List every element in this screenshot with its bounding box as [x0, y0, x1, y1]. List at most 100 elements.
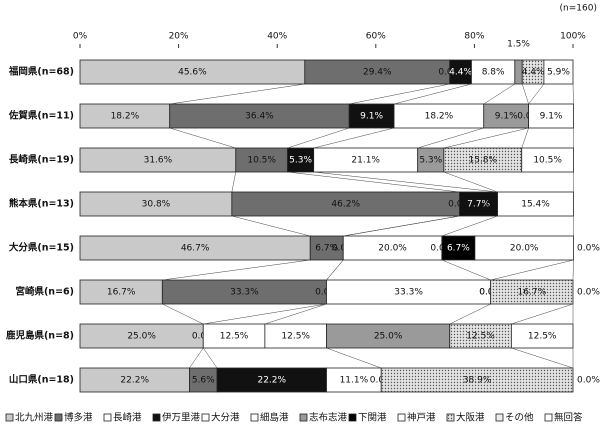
- row-label: 鹿児島県(n=8): [5, 330, 74, 342]
- connector: [287, 171, 460, 193]
- bar-segment: [497, 191, 574, 217]
- connector: [483, 83, 515, 105]
- row-label: 大分県(n=15): [9, 242, 74, 254]
- bar-segment: [417, 147, 445, 173]
- legend-label: 伊万里港: [162, 412, 201, 424]
- bar-segment: [443, 147, 523, 173]
- legend-label: 細島港: [260, 412, 289, 424]
- connector: [203, 347, 218, 369]
- value-label: 4.4%: [522, 68, 545, 78]
- legend-label: 無回答: [554, 412, 583, 424]
- value-label: 16.7%: [518, 288, 547, 298]
- x-tick-label: 20%: [169, 32, 189, 42]
- connector: [521, 83, 529, 105]
- value-label: 12.5%: [466, 332, 495, 342]
- legend-swatch: [348, 413, 357, 422]
- bar-segment: [326, 323, 451, 349]
- connector: [326, 259, 344, 281]
- bar-segment: [521, 147, 574, 173]
- legend-label: 志布志港: [309, 412, 348, 424]
- legend-swatch: [495, 413, 504, 422]
- value-label: 6.7%: [447, 244, 470, 254]
- connector: [343, 215, 460, 237]
- value-label: 8.8%: [482, 68, 505, 78]
- x-tick-label: 80%: [464, 32, 484, 42]
- value-label: 9.1%: [495, 112, 518, 122]
- legend-swatch: [446, 413, 455, 422]
- connector: [169, 127, 236, 149]
- legend-label: 大阪港: [456, 412, 485, 424]
- value-label: 25.0%: [374, 332, 403, 342]
- value-label: 11.1%: [340, 376, 369, 386]
- bar-segment: [449, 323, 512, 349]
- value-label: 20.0%: [378, 244, 407, 254]
- connector: [313, 171, 498, 193]
- connector: [349, 83, 450, 105]
- connector: [162, 303, 204, 325]
- connector: [443, 171, 498, 193]
- legend-swatch: [299, 413, 308, 422]
- legend-swatch: [152, 413, 161, 422]
- row-label: 福岡県(n=68): [8, 66, 74, 78]
- value-label: 12.5%: [281, 332, 310, 342]
- value-label: 5.9%: [547, 68, 570, 78]
- legend-swatch: [250, 413, 259, 422]
- connector: [490, 259, 574, 281]
- connector: [189, 347, 204, 369]
- x-tick-label: 40%: [267, 32, 287, 42]
- connector: [169, 83, 305, 105]
- value-label: 0.0%: [577, 244, 600, 254]
- bar-segment: [441, 235, 476, 261]
- bar-segment: [79, 367, 190, 393]
- value-label: 12.5%: [220, 332, 249, 342]
- row-label: 長崎県(n=19): [9, 154, 74, 166]
- bar-segment: [189, 367, 218, 393]
- bar-segment: [79, 147, 237, 173]
- connector: [443, 127, 529, 149]
- row-label: 熊本県(n=13): [9, 198, 74, 210]
- legend-swatch: [103, 413, 112, 422]
- bar-segment: [510, 323, 574, 349]
- value-label: 22.2%: [120, 376, 149, 386]
- value-label: 12.5%: [528, 332, 557, 342]
- x-tick-label: 60%: [366, 32, 386, 42]
- value-label: 5.6%: [192, 376, 215, 386]
- bar-segment: [393, 103, 485, 129]
- bar-segment: [326, 367, 382, 393]
- bar-segment: [474, 235, 574, 261]
- value-label: 6.7%: [315, 244, 338, 254]
- value-label: 21.1%: [351, 156, 380, 166]
- value-label: 15.8%: [468, 156, 497, 166]
- row-label: 山口県(n=18): [9, 374, 74, 386]
- bar-segment: [79, 323, 204, 349]
- bar-segment: [287, 147, 315, 173]
- legend-swatch: [397, 413, 406, 422]
- connector: [203, 303, 327, 325]
- value-label: 7.7%: [467, 200, 490, 210]
- legend-swatch: [5, 413, 14, 422]
- value-label: 38.9%: [463, 376, 492, 386]
- connector: [231, 215, 311, 237]
- value-label: 15.4%: [521, 200, 550, 210]
- bar-segment: [313, 147, 419, 173]
- value-label: 20.0%: [510, 244, 539, 254]
- value-label: 5.3%: [419, 156, 442, 166]
- row-label: 佐賀県(n=11): [8, 110, 74, 122]
- bar-segment: [380, 367, 574, 393]
- connector: [417, 127, 484, 149]
- bar-segment: [79, 59, 306, 85]
- bar-segment: [202, 323, 266, 349]
- value-label: 31.6%: [144, 156, 173, 166]
- value-label: 10.5%: [247, 156, 276, 166]
- value-label: 9.1%: [360, 112, 383, 122]
- connector: [326, 347, 382, 369]
- value-label: 46.7%: [181, 244, 210, 254]
- bar-segment: [169, 103, 350, 129]
- legend-label: その他: [505, 412, 534, 424]
- value-label: 0.0%: [577, 288, 600, 298]
- bar-segment: [231, 191, 461, 217]
- bar-segment: [326, 279, 492, 305]
- legend-swatch: [544, 413, 553, 422]
